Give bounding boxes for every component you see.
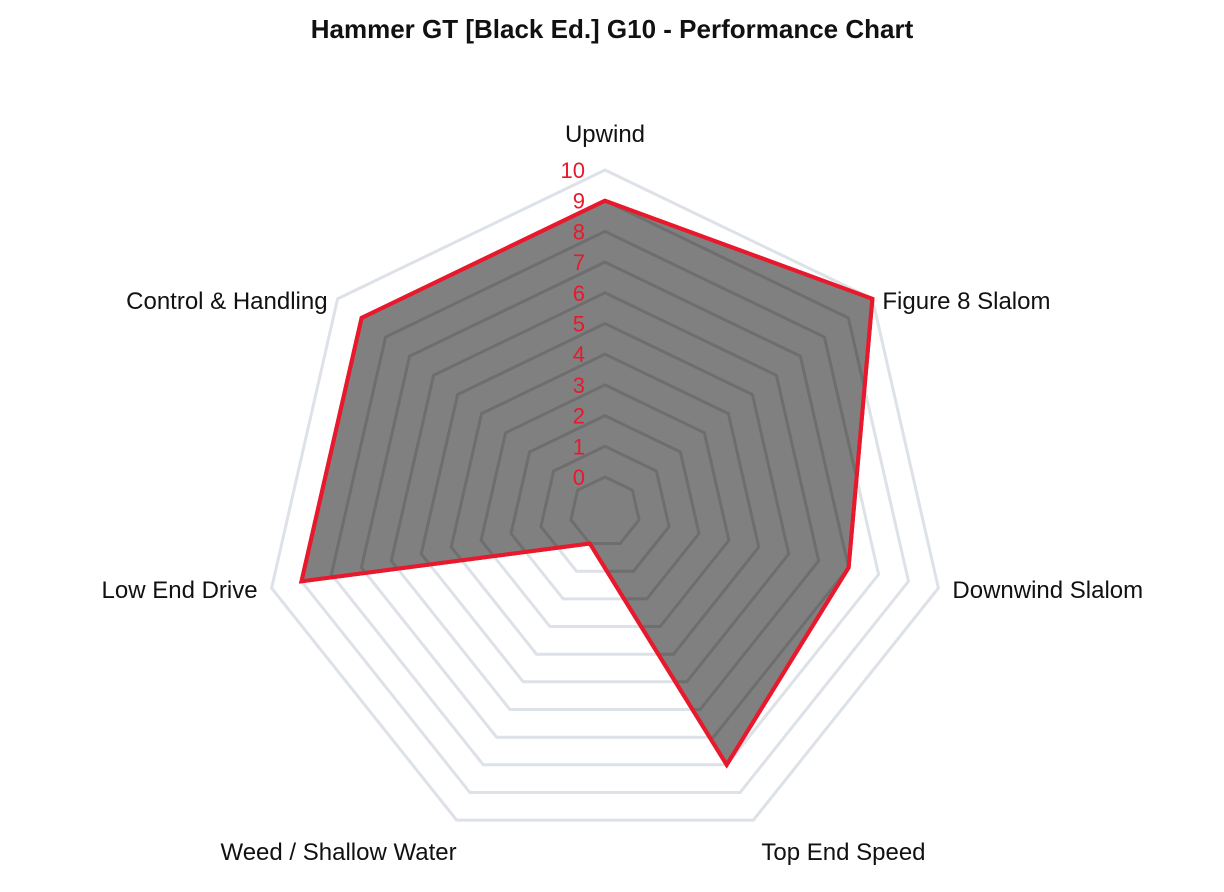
category-label-figure-8-slalom: Figure 8 Slalom xyxy=(882,288,1050,315)
tick-label-2: 2 xyxy=(573,404,585,429)
data-point-4 xyxy=(588,542,592,545)
category-label-control-handling: Control & Handling xyxy=(126,288,327,315)
inner-grid-ring-8 xyxy=(329,229,873,765)
tick-label-6: 6 xyxy=(573,281,585,306)
tick-label-5: 5 xyxy=(573,312,585,337)
tick-label-8: 8 xyxy=(573,219,585,244)
data-point-5 xyxy=(300,579,303,583)
data-point-1 xyxy=(870,297,874,301)
tick-label-0: 0 xyxy=(573,465,585,490)
data-point-0 xyxy=(603,199,607,203)
data-point-6 xyxy=(360,316,364,320)
grid-ring-10 xyxy=(269,168,941,822)
category-label-weed-shallow-water: Weed / Shallow Water xyxy=(220,839,456,866)
category-label-low-end-drive: Low End Drive xyxy=(102,577,258,604)
data-point-3 xyxy=(725,763,729,767)
tick-label-10: 10 xyxy=(561,158,585,183)
category-label-downwind-slalom: Downwind Slalom xyxy=(952,577,1143,604)
chart-title: Hammer GT [Black Ed.] G10 - Performance … xyxy=(310,14,914,44)
tick-label-3: 3 xyxy=(573,373,585,398)
data-point-2 xyxy=(847,566,851,570)
category-label-top-end-speed: Top End Speed xyxy=(761,839,925,866)
tick-label-9: 9 xyxy=(573,189,585,214)
tick-label-1: 1 xyxy=(573,434,585,459)
series-outline-0 xyxy=(298,198,875,769)
category-label-upwind: Upwind xyxy=(565,121,645,148)
inner-grid-ring-0 xyxy=(569,475,641,545)
tick-label-4: 4 xyxy=(573,342,585,367)
tick-label-7: 7 xyxy=(573,250,585,275)
series-polygon-0 xyxy=(298,198,875,769)
